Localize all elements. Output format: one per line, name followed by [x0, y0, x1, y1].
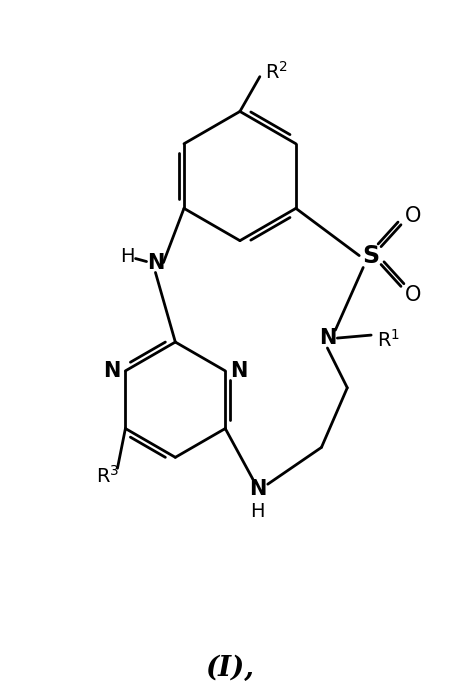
Text: (I),: (I), [205, 654, 254, 682]
Text: N: N [249, 479, 266, 499]
Text: H: H [120, 247, 134, 266]
Text: H: H [250, 501, 264, 521]
Text: N: N [146, 252, 164, 273]
Text: O: O [404, 285, 420, 305]
Text: R$^3$: R$^3$ [95, 466, 119, 487]
Text: R$^1$: R$^1$ [376, 329, 399, 351]
Text: S: S [362, 243, 379, 268]
Text: N: N [318, 328, 336, 348]
Text: R$^2$: R$^2$ [264, 61, 287, 82]
Text: N: N [102, 361, 120, 381]
Text: N: N [230, 361, 247, 381]
Text: O: O [404, 206, 420, 226]
